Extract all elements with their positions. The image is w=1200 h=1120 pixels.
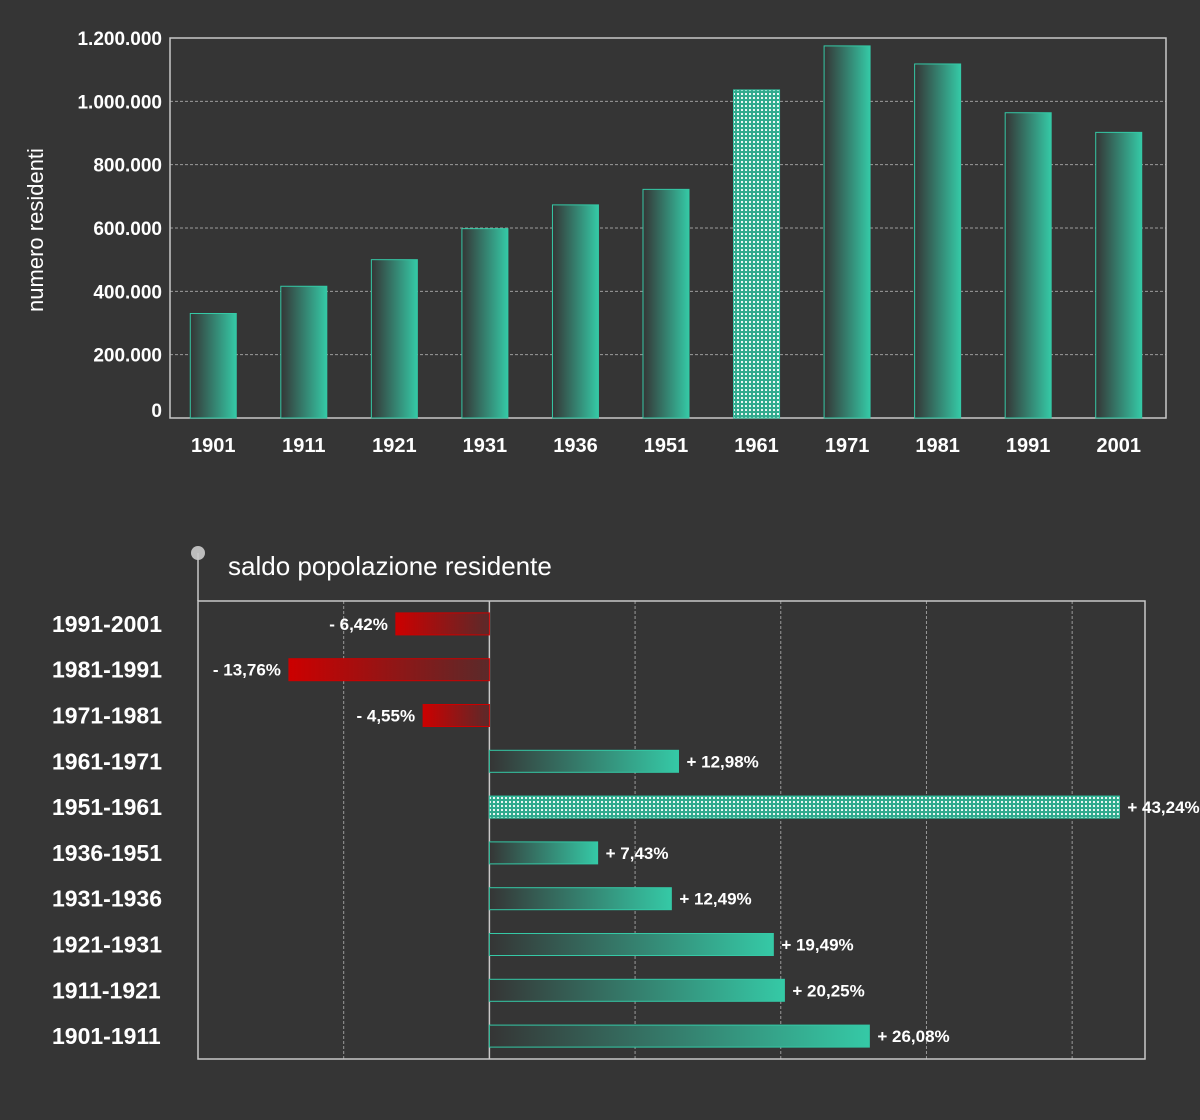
bar-1961: [733, 89, 781, 419]
bars: [189, 45, 1143, 419]
y-tick-label: 400.000: [93, 282, 162, 303]
bar-1981-1991: [288, 658, 490, 682]
value-label: + 43,24%: [1127, 798, 1199, 817]
category-label: 1981-1991: [52, 657, 162, 683]
x-tick-label: 1911: [282, 435, 325, 457]
population-change-chart: saldo popolazione residente 1991-2001 198…: [52, 546, 1200, 1060]
bar-1911: [280, 285, 328, 419]
x-tick-label: 1971: [825, 435, 870, 457]
value-label: + 12,49%: [679, 890, 751, 909]
chart-title: saldo popolazione residente: [228, 551, 552, 581]
value-labels: - 6,42% - 13,76% - 4,55% + 12,98% + 43,24% + …: [213, 615, 1200, 1046]
category-label: 1991-2001: [52, 611, 162, 637]
y-tick-label: 800.000: [93, 156, 162, 177]
bar-1991-2001: [395, 612, 490, 636]
value-label: - 4,55%: [357, 707, 416, 726]
bar-1991: [1004, 112, 1052, 419]
category-label: 1951-1961: [52, 794, 162, 820]
bar-1901-1911: [488, 1024, 870, 1048]
value-label: + 12,98%: [686, 752, 758, 771]
x-tick-label: 1921: [372, 435, 417, 457]
x-tick-label: 2001: [1096, 435, 1141, 457]
y-tick-label: 1.200.000: [77, 29, 162, 50]
x-tick-labels: 1901 1911 1921 1931 1936 1951 1961 1971 1981 1991…: [191, 435, 1141, 457]
bar-2001: [1095, 131, 1143, 419]
y-axis-label: numero residenti: [23, 148, 48, 312]
x-tick-label: 1951: [644, 435, 689, 457]
bar-1931: [461, 228, 509, 419]
x-tick-label: 1936: [553, 435, 598, 457]
bar-1936: [551, 204, 599, 419]
value-label: + 26,08%: [877, 1027, 949, 1046]
value-label: - 6,42%: [329, 615, 388, 634]
bar-1951: [642, 188, 690, 419]
y-tick-label: 600.000: [93, 219, 162, 240]
value-label: + 19,49%: [781, 936, 853, 955]
category-label: 1911-1921: [52, 977, 161, 1003]
bar-1951-1961: [488, 795, 1120, 819]
category-label: 1961-1971: [52, 748, 162, 774]
value-label: + 20,25%: [792, 981, 864, 1000]
x-tick-label: 1981: [915, 435, 960, 457]
x-tick-label: 1991: [1006, 435, 1051, 457]
y-tick-label: 1.000.000: [77, 92, 162, 113]
y-tick-labels: 0 200.000 400.000 600.000 800.000 1.000.000 1.…: [77, 29, 162, 422]
bar-1981: [914, 63, 962, 419]
bar-1921-1931: [488, 933, 774, 956]
bar-1931-1936: [488, 887, 672, 911]
value-label: - 13,76%: [213, 661, 281, 680]
bar-1971: [823, 45, 871, 419]
bar-1901: [189, 313, 237, 419]
category-label: 1971-1981: [52, 703, 162, 729]
x-tick-label: 1931: [463, 435, 508, 457]
x-tick-label: 1961: [734, 435, 779, 457]
plot-frame: [197, 600, 1146, 1060]
category-labels: 1991-2001 1981-1991 1971-1981 1961-1971 1951…: [52, 611, 162, 1049]
category-label: 1921-1931: [52, 932, 162, 958]
category-label: 1931-1936: [52, 886, 162, 912]
category-label: 1936-1951: [52, 840, 162, 866]
bar-1921: [370, 259, 418, 419]
category-label: 1901-1911: [52, 1023, 161, 1049]
bar-1961-1971: [488, 749, 679, 773]
population-bar-chart: 0 200.000 400.000 600.000 800.000 1.000.000 1.…: [23, 29, 1167, 457]
y-tick-label: 0: [151, 401, 162, 422]
bars: [288, 612, 1120, 1048]
bar-1971-1981: [422, 704, 490, 727]
bar-1936-1951: [488, 841, 599, 865]
x-tick-label: 1901: [191, 435, 236, 457]
bar-1911-1921: [488, 978, 785, 1002]
y-tick-label: 200.000: [93, 346, 162, 367]
value-label: + 7,43%: [606, 844, 669, 863]
